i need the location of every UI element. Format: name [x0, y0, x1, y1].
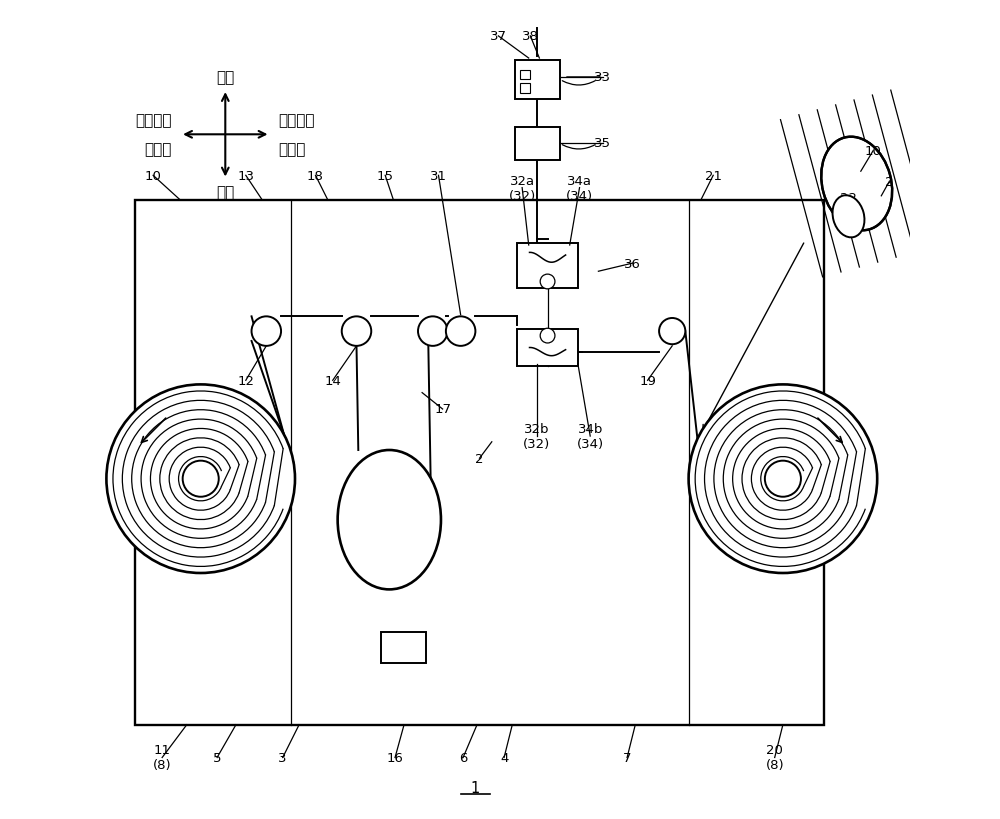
Text: 输送方向: 输送方向	[136, 113, 172, 128]
Text: 5: 5	[213, 751, 221, 764]
Circle shape	[540, 328, 555, 344]
Text: 上游侧: 上游侧	[145, 143, 172, 157]
Text: 34a
(34): 34a (34)	[566, 174, 593, 202]
Text: 下侧: 下侧	[216, 185, 234, 200]
Text: 31: 31	[430, 170, 447, 183]
Text: 13: 13	[237, 170, 254, 183]
Ellipse shape	[833, 196, 864, 238]
Text: 上侧: 上侧	[216, 70, 234, 85]
Bar	[520, 70, 530, 80]
Text: 3: 3	[278, 751, 287, 764]
Circle shape	[183, 461, 219, 497]
Bar	[517, 243, 578, 288]
Circle shape	[106, 385, 295, 573]
Text: 10: 10	[865, 145, 882, 158]
Text: 11
(8): 11 (8)	[153, 744, 171, 771]
Bar	[517, 329, 578, 367]
Text: 下游侧: 下游侧	[279, 143, 306, 157]
Bar	[515, 128, 560, 161]
Text: 1: 1	[471, 781, 480, 795]
Text: 38: 38	[522, 30, 539, 43]
Text: 32b
(32): 32b (32)	[523, 423, 551, 450]
Text: 18: 18	[307, 170, 324, 183]
Text: 21: 21	[705, 170, 722, 183]
Circle shape	[659, 319, 685, 345]
Text: 33: 33	[594, 71, 611, 84]
Text: 35: 35	[594, 137, 611, 150]
Text: 12: 12	[237, 374, 254, 387]
Bar	[381, 632, 426, 663]
Text: 7: 7	[623, 751, 631, 764]
Text: 19: 19	[639, 374, 656, 387]
Text: 32a
(32): 32a (32)	[509, 174, 536, 202]
Circle shape	[446, 317, 475, 346]
Bar	[515, 61, 560, 100]
Circle shape	[252, 317, 281, 346]
Text: 2: 2	[885, 175, 894, 188]
Text: 14: 14	[324, 374, 341, 387]
Bar	[520, 84, 530, 94]
Circle shape	[689, 385, 877, 573]
Text: 17: 17	[434, 403, 451, 416]
Text: 输送方向: 输送方向	[279, 113, 315, 128]
Bar	[135, 201, 824, 725]
Text: 16: 16	[387, 751, 403, 764]
Ellipse shape	[821, 138, 892, 231]
Text: 2: 2	[475, 452, 484, 465]
Text: 6: 6	[459, 751, 467, 764]
Circle shape	[342, 317, 371, 346]
Text: 34b
(34): 34b (34)	[577, 423, 604, 450]
Text: 36: 36	[624, 257, 641, 270]
Text: 10: 10	[145, 170, 162, 183]
Text: 4: 4	[500, 751, 508, 764]
Text: 37: 37	[490, 30, 507, 43]
Text: 22: 22	[840, 192, 857, 205]
Text: 15: 15	[377, 170, 394, 183]
Circle shape	[540, 274, 555, 289]
Circle shape	[418, 317, 448, 346]
Text: 20
(8): 20 (8)	[765, 744, 784, 771]
Circle shape	[765, 461, 801, 497]
Ellipse shape	[338, 450, 441, 590]
